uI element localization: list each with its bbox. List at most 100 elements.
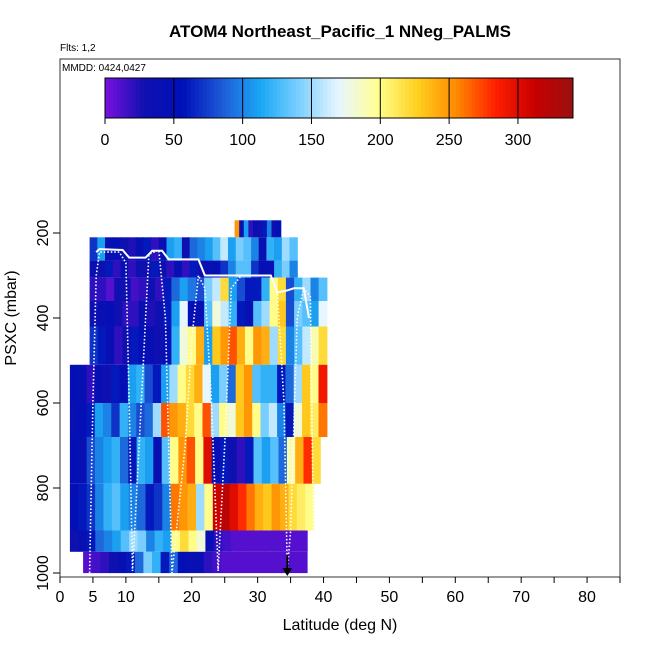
x-tick-label: 50: [381, 589, 399, 606]
heatmap-cell: [268, 364, 278, 404]
heatmap-cell: [236, 437, 246, 484]
heatmap-cell: [120, 483, 130, 531]
heatmap-cell: [281, 237, 291, 261]
colorbar-swatch: [315, 78, 320, 118]
heatmap-cell: [270, 437, 280, 484]
heatmap-cell: [251, 260, 260, 278]
colorbar-swatch: [268, 78, 274, 118]
heatmap-cell: [290, 530, 300, 552]
heatmap-cell: [289, 237, 298, 261]
heatmap-cell: [155, 326, 164, 365]
heatmap-cell: [127, 403, 137, 437]
heatmap-cell: [235, 237, 244, 261]
heatmap-cell: [91, 551, 101, 574]
latitude-arrow-marker: [282, 555, 293, 576]
heatmap-cell: [227, 364, 237, 404]
colorbar-swatch: [370, 78, 375, 118]
colorbar-tick-label: 250: [436, 132, 463, 149]
heatmap-cell: [86, 403, 96, 437]
heatmap-cell: [311, 437, 321, 484]
heatmap-cell: [274, 237, 283, 261]
heatmap-cell: [195, 437, 204, 484]
heatmap-cell: [146, 301, 156, 327]
heatmap-cell: [122, 301, 132, 327]
heatmap-cell: [273, 530, 283, 552]
heatmap-cell: [263, 483, 273, 531]
colorbar-swatch: [335, 78, 340, 118]
colorbar-swatch: [303, 78, 309, 118]
heatmap-cell: [177, 403, 187, 437]
x-tick-label: 20: [183, 589, 201, 606]
heatmap-cell: [106, 326, 115, 365]
heatmap-cell: [122, 326, 132, 365]
heatmap-cell: [280, 483, 289, 531]
heatmap-cell: [281, 551, 291, 574]
colorbar-swatch: [210, 78, 215, 118]
heatmap-cell: [271, 220, 277, 238]
heatmap-cell: [197, 237, 206, 261]
heatmap-cell: [174, 237, 183, 261]
colorbar-swatch: [225, 78, 231, 118]
colorbar-swatch: [397, 78, 402, 118]
heatmap-cell: [89, 237, 98, 261]
heatmap-cell: [221, 483, 231, 531]
heatmap-cell: [130, 301, 140, 327]
heatmap-cell: [303, 437, 313, 484]
colorbar-swatch: [214, 78, 219, 118]
colorbar-swatch: [198, 78, 203, 118]
colorbar-swatch: [132, 78, 137, 118]
colorbar-swatch: [140, 78, 145, 118]
colorbar-swatch: [296, 78, 301, 118]
colorbar-swatch: [459, 78, 465, 118]
heatmap-cell: [294, 326, 303, 365]
x-axis: 0 5 10 20 30 40 50 60 70 80: [56, 577, 621, 606]
heatmap-cell: [219, 403, 228, 437]
flights-label: Flts: 1,2: [60, 43, 96, 54]
heatmap-cell: [305, 483, 315, 531]
heatmap-cell: [135, 237, 145, 261]
heatmap-cells: [69, 220, 328, 574]
heatmap-cell: [153, 483, 163, 531]
heatmap-cell: [285, 326, 295, 365]
heatmap-cell: [264, 551, 274, 574]
heatmap-cell: [253, 326, 262, 365]
heatmap-cell: [243, 220, 249, 238]
colorbar-swatch: [467, 78, 473, 118]
colorbar-tick-label: 300: [505, 132, 532, 149]
flight-track-dotted: [88, 248, 316, 574]
colorbar-swatch: [155, 78, 161, 118]
heatmap-cell: [245, 437, 254, 484]
heatmap-cell: [177, 364, 187, 404]
heatmap-cell: [285, 364, 295, 404]
heatmap-cell: [204, 260, 214, 278]
x-tick-label: 10: [117, 589, 135, 606]
heatmap-cell: [261, 437, 271, 484]
heatmap-cell: [310, 301, 320, 327]
heatmap-cell: [179, 483, 189, 531]
heatmap-cell: [146, 277, 156, 301]
heatmap-cell: [146, 530, 156, 552]
heatmap-cell: [255, 551, 265, 574]
colorbar-swatch: [366, 78, 371, 118]
heatmap-cell: [145, 437, 154, 484]
heatmap-cell: [203, 437, 213, 484]
heatmap-cell: [78, 530, 88, 552]
heatmap-cell: [318, 364, 328, 404]
heatmap-cell: [228, 326, 238, 365]
colorbar-swatch: [389, 78, 395, 118]
heatmap-cell: [238, 483, 247, 531]
heatmap-cell: [143, 237, 152, 261]
colorbar-swatch: [264, 78, 270, 118]
heatmap-cell: [258, 237, 267, 261]
heatmap-cell: [97, 260, 106, 278]
heatmap-cell: [143, 551, 153, 574]
heatmap-cell: [228, 260, 237, 278]
colorbar-tick-label: 150: [298, 132, 325, 149]
colorbar-tick-label: 50: [165, 132, 183, 149]
colorbar-swatch: [475, 78, 480, 118]
colorbar-swatch: [167, 78, 172, 118]
heatmap-cell: [272, 551, 282, 574]
y-tick-label: 200: [35, 220, 52, 247]
colorbar-swatch: [311, 78, 317, 118]
heatmap-cell: [203, 551, 213, 574]
